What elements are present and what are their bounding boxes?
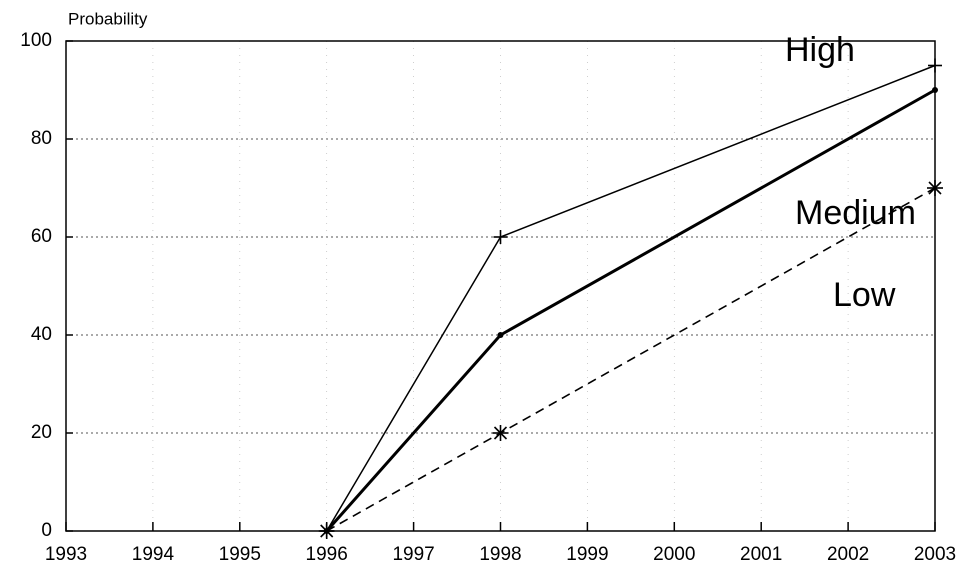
series-line — [326, 187, 936, 532]
x-tick-label: 2003 — [914, 544, 956, 565]
point-marker — [318, 523, 335, 539]
x-tick-label: 2000 — [653, 544, 695, 565]
point-marker — [497, 332, 504, 338]
series-label: High — [785, 31, 855, 69]
y-tick-label: 100 — [20, 30, 52, 51]
series-label: Low — [833, 276, 896, 314]
x-tick-label: 1995 — [219, 544, 261, 565]
x-tick-label: 2001 — [740, 544, 782, 565]
x-tick-label: 1996 — [306, 544, 348, 565]
y-tick-label: 0 — [41, 520, 52, 541]
series-label: Medium — [795, 194, 916, 232]
plot-frame — [65, 40, 936, 532]
y-tick-label: 60 — [31, 226, 52, 247]
y-tick-label: 80 — [31, 128, 52, 149]
x-tick-label: 1997 — [392, 544, 434, 565]
y-tick-label: 40 — [31, 324, 52, 345]
y-tick-label: 20 — [31, 422, 52, 443]
point-marker — [932, 87, 938, 93]
x-tick-label: 1994 — [132, 544, 175, 565]
point-marker — [928, 58, 942, 73]
point-marker — [927, 180, 943, 196]
x-tick-label: 1999 — [566, 544, 608, 565]
y-axis-label: Probability — [68, 9, 148, 28]
x-tick-label: 1993 — [45, 544, 87, 565]
x-tick-label: 1998 — [479, 544, 521, 565]
point-marker — [493, 230, 508, 244]
point-marker — [492, 425, 509, 441]
x-tick-label: 2002 — [827, 544, 869, 565]
